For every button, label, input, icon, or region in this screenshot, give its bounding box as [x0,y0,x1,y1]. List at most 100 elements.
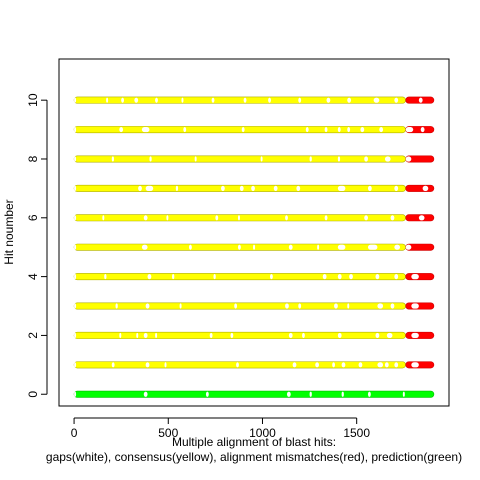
gap-segment [411,274,419,280]
gap-segment [145,362,150,368]
gap-segment [394,185,399,191]
gap-segment [260,156,263,162]
gap-segment [74,244,77,250]
plot-frame [58,58,450,407]
gap-segment [74,391,77,397]
gap-segment [215,215,219,221]
gap-segment [420,126,425,133]
y-tick-label: 0 [26,391,40,398]
consensus-run [73,126,406,134]
gap-segment [111,362,115,368]
gap-segment [288,244,293,250]
gap-segment [143,391,148,397]
hit-row-2 [73,331,435,339]
gap-segment [375,332,380,339]
gap-segment [418,97,423,103]
gap-segment [347,97,352,103]
gap-segment [234,303,238,309]
gap-segment [377,303,384,309]
gap-segment [302,332,305,339]
gap-segment [367,185,372,191]
gap-segment [341,362,346,368]
gap-segment [418,215,425,221]
gap-segment [394,97,399,103]
consensus-run [73,155,406,163]
x-tick-label: 500 [158,426,178,440]
gap-segment [253,244,256,250]
gap-segment [213,274,216,280]
gap-segment [138,185,142,191]
gap-segment [189,244,192,250]
hit-row-4 [73,273,435,281]
mismatch-run [405,331,435,339]
gap-segment [402,391,405,397]
gap-segment [296,185,301,191]
gap-segment [384,362,389,368]
gap-segment [379,126,384,133]
gap-segment [394,362,399,368]
gap-segment [405,156,412,162]
gap-segment [347,126,351,133]
gap-segment [134,97,139,103]
gap-segment [377,362,384,368]
gap-segment [405,126,414,133]
gap-segment [364,156,368,162]
gap-segment [390,303,395,309]
mismatch-run [405,361,435,369]
gap-segment [268,97,271,103]
hit-row-6 [73,214,435,222]
gap-segment [172,274,175,280]
gap-segment [104,274,107,280]
gap-segment [155,332,158,339]
hit-row-9 [73,126,435,134]
gap-segment [74,303,77,309]
gap-segment [111,156,115,162]
gap-segment [141,244,148,250]
gap-segment [115,303,118,309]
gap-segment [211,97,215,103]
gap-segment [341,391,344,397]
y-axis: 0 2 4 6 8 10 [26,93,48,398]
gap-segment [405,244,412,250]
gap-segment [411,362,419,368]
gap-segment [305,126,309,133]
gap-segment [292,362,297,368]
hit-row-3 [73,302,435,310]
gap-segment [337,274,342,280]
gap-segment [315,362,319,368]
gap-segment [230,332,234,339]
gap-segment [179,303,182,309]
gap-segment [367,391,371,397]
gap-segment [74,215,77,221]
gap-segment [285,303,289,309]
gap-segment [74,332,77,339]
gap-segment [394,274,399,280]
gap-segment [298,303,302,309]
prediction-run [73,390,435,398]
gap-segment [337,185,346,191]
gap-segment [411,332,419,339]
x-tick-label: 0 [71,426,78,440]
mismatch-run [405,302,435,310]
gap-segment [298,97,302,103]
consensus-run [73,361,406,369]
gap-segment [358,362,363,368]
gap-segment [364,215,368,221]
gap-segment [181,97,184,103]
gap-segment [136,332,139,339]
gap-segment [145,185,154,191]
gap-segment [422,185,429,191]
gap-segment [209,332,213,339]
x-axis-label-line-2: gaps(white), consensus(yellow), alignmen… [46,450,462,464]
hit-row-8 [73,155,435,163]
gap-segment [74,97,77,103]
y-tick-label: 8 [26,155,40,162]
y-tick-label: 2 [26,332,40,339]
x-tick-label: 1500 [343,426,370,440]
gap-segment [74,156,77,162]
gap-segment [241,126,245,133]
gap-segment [166,215,169,221]
mismatch-run [405,184,435,192]
